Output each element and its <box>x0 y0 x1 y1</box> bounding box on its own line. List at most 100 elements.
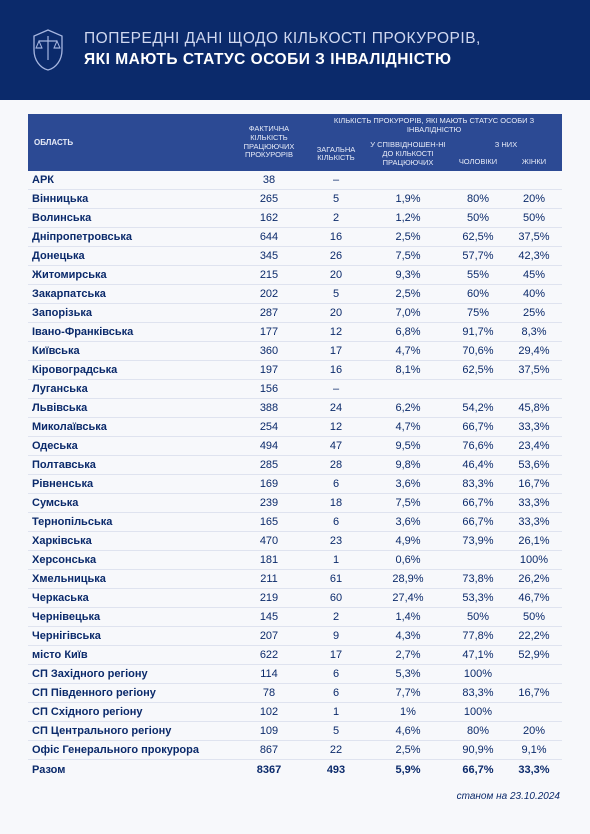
cell-total: 145 <box>232 608 306 627</box>
region: Херсонська <box>28 551 232 570</box>
cell-zag: 24 <box>306 399 366 418</box>
cell-total: 867 <box>232 741 306 760</box>
cell-women: 20% <box>506 190 562 209</box>
cell-men: 80% <box>450 190 506 209</box>
region: Кіровоградська <box>28 361 232 380</box>
cell-total: 78 <box>232 684 306 703</box>
cell-men: 50% <box>450 608 506 627</box>
cell-women: 37,5% <box>506 228 562 247</box>
cell-ratio: 6,8% <box>366 323 450 342</box>
table-row: Запорізька287207,0%75%25% <box>28 304 562 323</box>
cell-zag: 2 <box>306 209 366 228</box>
cell-total: 265 <box>232 190 306 209</box>
cell-total: 114 <box>232 665 306 684</box>
cell-women: 50% <box>506 608 562 627</box>
cell-ratio: 28,9% <box>366 570 450 589</box>
col-header-region: ОБЛАСТЬ <box>28 114 232 171</box>
cell-women: 42,3% <box>506 247 562 266</box>
cell-men: 73,8% <box>450 570 506 589</box>
cell-men <box>450 551 506 570</box>
region: Волинська <box>28 209 232 228</box>
cell-total: 181 <box>232 551 306 570</box>
cell-ratio: 7,0% <box>366 304 450 323</box>
cell-zag: 12 <box>306 418 366 437</box>
cell-zag: 2 <box>306 608 366 627</box>
table-row: АРК38– <box>28 171 562 190</box>
cell-total: 162 <box>232 209 306 228</box>
region: Луганська <box>28 380 232 399</box>
cell-total: 109 <box>232 722 306 741</box>
cell-men: 66,7% <box>450 513 506 532</box>
cell-zag: 20 <box>306 266 366 285</box>
table-row: СП Східного регіону10211%100% <box>28 703 562 722</box>
region: Вінницька <box>28 190 232 209</box>
cell-men: 62,5% <box>450 228 506 247</box>
cell-men: 70,6% <box>450 342 506 361</box>
cell-women: 53,6% <box>506 456 562 475</box>
table-row: Житомирська215209,3%55%45% <box>28 266 562 285</box>
cell-total: 254 <box>232 418 306 437</box>
cell-zag: 1 <box>306 703 366 722</box>
cell-zag: – <box>306 171 366 190</box>
cell-women: 23,4% <box>506 437 562 456</box>
table-row: Волинська16221,2%50%50% <box>28 209 562 228</box>
region: СП Східного регіону <box>28 703 232 722</box>
region: АРК <box>28 171 232 190</box>
region: Черкаська <box>28 589 232 608</box>
cell-women: 52,9% <box>506 646 562 665</box>
cell-men: 66,7% <box>450 418 506 437</box>
cell-men: 60% <box>450 285 506 304</box>
cell-men: 75% <box>450 304 506 323</box>
region: СП Центрального регіону <box>28 722 232 741</box>
region: Дніпропетровська <box>28 228 232 247</box>
cell-women: 8,3% <box>506 323 562 342</box>
region: Сумська <box>28 494 232 513</box>
cell-ratio: 2,5% <box>366 285 450 304</box>
cell-women <box>506 703 562 722</box>
table-row: Сумська239187,5%66,7%33,3% <box>28 494 562 513</box>
cell-men: 83,3% <box>450 684 506 703</box>
cell-men: 100% <box>450 703 506 722</box>
cell-total: 345 <box>232 247 306 266</box>
cell-total: 622 <box>232 646 306 665</box>
table-row: Черкаська2196027,4%53,3%46,7% <box>28 589 562 608</box>
table-row: Дніпропетровська644162,5%62,5%37,5% <box>28 228 562 247</box>
cell-women: 26,1% <box>506 532 562 551</box>
cell-zag: 26 <box>306 247 366 266</box>
region: Одеська <box>28 437 232 456</box>
region: Житомирська <box>28 266 232 285</box>
cell-women: 25% <box>506 304 562 323</box>
cell-ratio: 5,3% <box>366 665 450 684</box>
cell-ratio: 7,7% <box>366 684 450 703</box>
table-row: Донецька345267,5%57,7%42,3% <box>28 247 562 266</box>
cell-men: 66,7% <box>450 760 506 780</box>
cell-women: 45% <box>506 266 562 285</box>
cell-women <box>506 665 562 684</box>
col-header-total-count: ЗАГАЛЬНА КІЛЬКІСТЬ <box>306 137 366 171</box>
cell-women: 33,3% <box>506 760 562 780</box>
cell-total: 287 <box>232 304 306 323</box>
table-row: Херсонська18110,6%100% <box>28 551 562 570</box>
cell-men <box>450 171 506 190</box>
table-row: Офіс Генерального прокурора867222,5%90,9… <box>28 741 562 760</box>
cell-women: 100% <box>506 551 562 570</box>
cell-women: 37,5% <box>506 361 562 380</box>
table-row: Київська360174,7%70,6%29,4% <box>28 342 562 361</box>
prosecutor-logo <box>30 28 66 72</box>
cell-men: 57,7% <box>450 247 506 266</box>
cell-ratio: 4,3% <box>366 627 450 646</box>
region: СП Південного регіону <box>28 684 232 703</box>
cell-women: 29,4% <box>506 342 562 361</box>
cell-total: 38 <box>232 171 306 190</box>
table-row: Тернопільська16563,6%66,7%33,3% <box>28 513 562 532</box>
cell-ratio <box>366 380 450 399</box>
cell-women: 50% <box>506 209 562 228</box>
cell-total: 177 <box>232 323 306 342</box>
cell-zag: 493 <box>306 760 366 780</box>
cell-zag: 60 <box>306 589 366 608</box>
title-block: ПОПЕРЕДНІ ДАНІ ЩОДО КІЛЬКОСТІ ПРОКУРОРІВ… <box>84 29 481 71</box>
cell-women: 45,8% <box>506 399 562 418</box>
page: ПОПЕРЕДНІ ДАНІ ЩОДО КІЛЬКОСТІ ПРОКУРОРІВ… <box>0 0 590 834</box>
cell-zag: 16 <box>306 228 366 247</box>
cell-total: 388 <box>232 399 306 418</box>
